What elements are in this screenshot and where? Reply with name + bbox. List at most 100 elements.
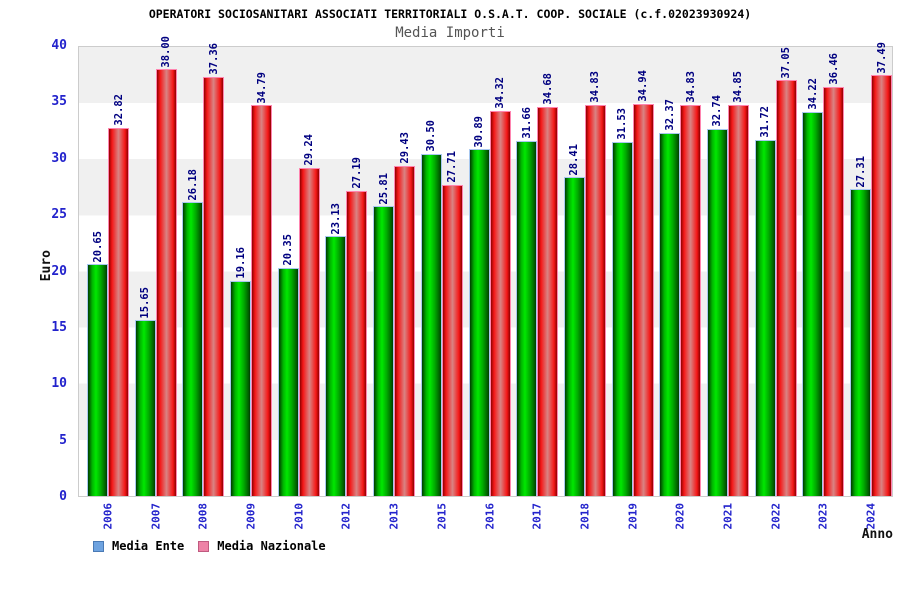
bar-group-2018: 28.41 34.83 2018 — [563, 47, 606, 530]
bar-group-2008: 26.18 37.36 2008 — [182, 43, 225, 530]
value-label: 32.74 — [711, 94, 724, 127]
bar-group-2007: 15.65 38.00 2007 — [134, 36, 177, 530]
legend-item-media-ente: Media Ente — [93, 539, 184, 553]
value-label: 27.71 — [446, 151, 459, 183]
bar-group-2017: 31.66 34.68 2017 — [516, 47, 559, 530]
value-label: 23.13 — [329, 202, 342, 235]
bar-group-2022: 31.72 37.05 2022 — [754, 47, 797, 530]
plot-area: 20.65 32.82 2006 15.65 38.00 2007 26.18 37.36 20… — [78, 36, 893, 530]
bar-media-ente-2024: 27.31 — [850, 156, 871, 496]
x-tick-label-2008: 2008 — [196, 503, 210, 530]
bar-group-2006: 20.65 32.82 2006 — [87, 47, 129, 530]
value-label: 30.89 — [472, 115, 485, 148]
x-tick-label-2006: 2006 — [101, 503, 115, 530]
legend-item-media-nazionale: Media Nazionale — [198, 539, 326, 553]
x-tick-label-2020: 2020 — [673, 503, 687, 530]
bar-group-2016: 30.89 34.32 2016 — [468, 47, 511, 530]
value-label: 20.35 — [282, 233, 294, 266]
bar-group-2024: 27.31 37.49 2024 — [850, 42, 892, 530]
bar-media-ente-2009: 19.16 — [230, 247, 252, 496]
value-label: 32.82 — [112, 94, 125, 126]
value-label: 34.79 — [255, 71, 268, 104]
bar-media-ente-2007: 15.65 — [134, 287, 156, 496]
bar-media-nazionale-2020: 34.83 — [680, 71, 702, 496]
value-label: 37.36 — [207, 43, 220, 75]
y-tick-label-10: 10 — [51, 376, 67, 392]
value-label: 15.65 — [138, 286, 151, 319]
bar-group-2019: 31.53 34.94 2019 — [611, 47, 654, 530]
bar-media-nazionale-2007: 38.00 — [155, 36, 177, 496]
bar-media-ente-2023: 34.22 — [802, 78, 824, 496]
bar-group-2009: 19.16 34.79 2009 — [230, 47, 273, 530]
x-axis-label: Anno — [861, 527, 893, 542]
value-label: 25.81 — [377, 172, 390, 205]
x-tick-label-2024: 2024 — [864, 503, 878, 530]
bar-media-nazionale-2019: 34.94 — [632, 70, 654, 496]
value-label: 27.19 — [350, 157, 363, 189]
value-label: 27.31 — [854, 155, 867, 188]
bar-media-nazionale-2009: 34.79 — [251, 72, 273, 496]
y-tick-label-15: 15 — [51, 319, 67, 335]
bar-media-ente-2017: 31.66 — [516, 107, 538, 496]
value-label: 31.72 — [758, 106, 771, 138]
bar-group-2021: 32.74 34.85 2021 — [706, 47, 749, 530]
x-tick-label-2023: 2023 — [816, 503, 830, 530]
value-label: 34.83 — [589, 71, 602, 104]
y-tick-label-0: 0 — [59, 489, 67, 504]
bar-group-2012: 23.13 27.19 2012 — [325, 47, 368, 530]
bar-media-nazionale-2022: 37.05 — [775, 47, 797, 496]
x-tick-label-2018: 2018 — [578, 503, 592, 530]
y-tick-label-40: 40 — [51, 38, 67, 53]
x-tick-label-2015: 2015 — [435, 503, 449, 530]
bar-group-2013: 25.81 29.43 2013 — [373, 47, 416, 530]
value-label: 31.53 — [615, 108, 628, 141]
bar-group-2015: 30.50 27.71 2015 — [420, 47, 463, 530]
x-tick-label-2017: 2017 — [530, 503, 544, 530]
bar-group-2010: 20.35 29.24 2010 — [277, 47, 320, 530]
bar-media-nazionale-2017: 34.68 — [537, 73, 559, 496]
chart-title: OPERATORI SOCIOSANITARI ASSOCIATI TERRIT… — [148, 7, 752, 21]
legend: Media Ente Media Nazionale — [93, 539, 326, 553]
value-label: 34.68 — [541, 73, 554, 105]
bar-media-ente-2020: 32.37 — [659, 99, 681, 496]
bar-media-nazionale-2012: 27.19 — [346, 157, 368, 496]
bar-media-nazionale-2015: 27.71 — [441, 151, 463, 496]
bar-media-ente-2015: 30.50 — [420, 120, 442, 496]
value-label: 34.85 — [732, 71, 745, 103]
value-label: 30.50 — [425, 120, 438, 152]
bar-media-ente-2006: 20.65 — [87, 231, 108, 496]
bar-media-ente-2010: 20.35 — [277, 234, 299, 496]
bar-media-ente-2021: 32.74 — [706, 95, 728, 496]
bar-media-nazionale-2016: 34.32 — [489, 77, 511, 496]
x-tick-label-2021: 2021 — [721, 503, 735, 530]
value-label: 20.65 — [91, 230, 104, 263]
x-tick-label-2012: 2012 — [339, 503, 353, 530]
value-label: 28.41 — [568, 143, 581, 176]
y-tick-label-5: 5 — [59, 432, 67, 448]
bar-media-ente-2012: 23.13 — [325, 203, 347, 496]
value-label: 34.22 — [806, 78, 819, 110]
bar-media-ente-2022: 31.72 — [754, 106, 776, 496]
legend-label-media-nazionale: Media Nazionale — [217, 539, 326, 553]
bar-media-ente-2019: 31.53 — [611, 108, 633, 496]
bar-media-nazionale-2021: 34.85 — [727, 71, 749, 496]
bar-media-nazionale-2013: 29.43 — [394, 132, 416, 496]
y-tick-label-30: 30 — [51, 150, 67, 166]
value-label: 34.32 — [493, 77, 506, 109]
x-tick-label-2019: 2019 — [626, 503, 640, 530]
y-tick-label-20: 20 — [51, 263, 67, 279]
value-label: 37.05 — [779, 46, 792, 79]
y-axis-ticks: 40 35 30 25 20 15 10 5 0 — [0, 39, 72, 503]
value-label: 31.66 — [520, 107, 533, 139]
x-tick-label-2022: 2022 — [769, 503, 783, 530]
bar-group-2020: 32.37 34.83 2020 — [659, 47, 702, 530]
bar-media-ente-2008: 26.18 — [182, 169, 204, 496]
value-label: 34.94 — [636, 70, 649, 102]
value-label: 38.00 — [159, 35, 172, 68]
value-label: 37.49 — [875, 41, 888, 74]
x-tick-label-2016: 2016 — [483, 503, 496, 530]
x-tick-label-2007: 2007 — [149, 503, 163, 530]
value-label: 32.37 — [663, 99, 676, 131]
value-label: 19.16 — [234, 247, 247, 279]
value-label: 29.43 — [398, 132, 411, 164]
